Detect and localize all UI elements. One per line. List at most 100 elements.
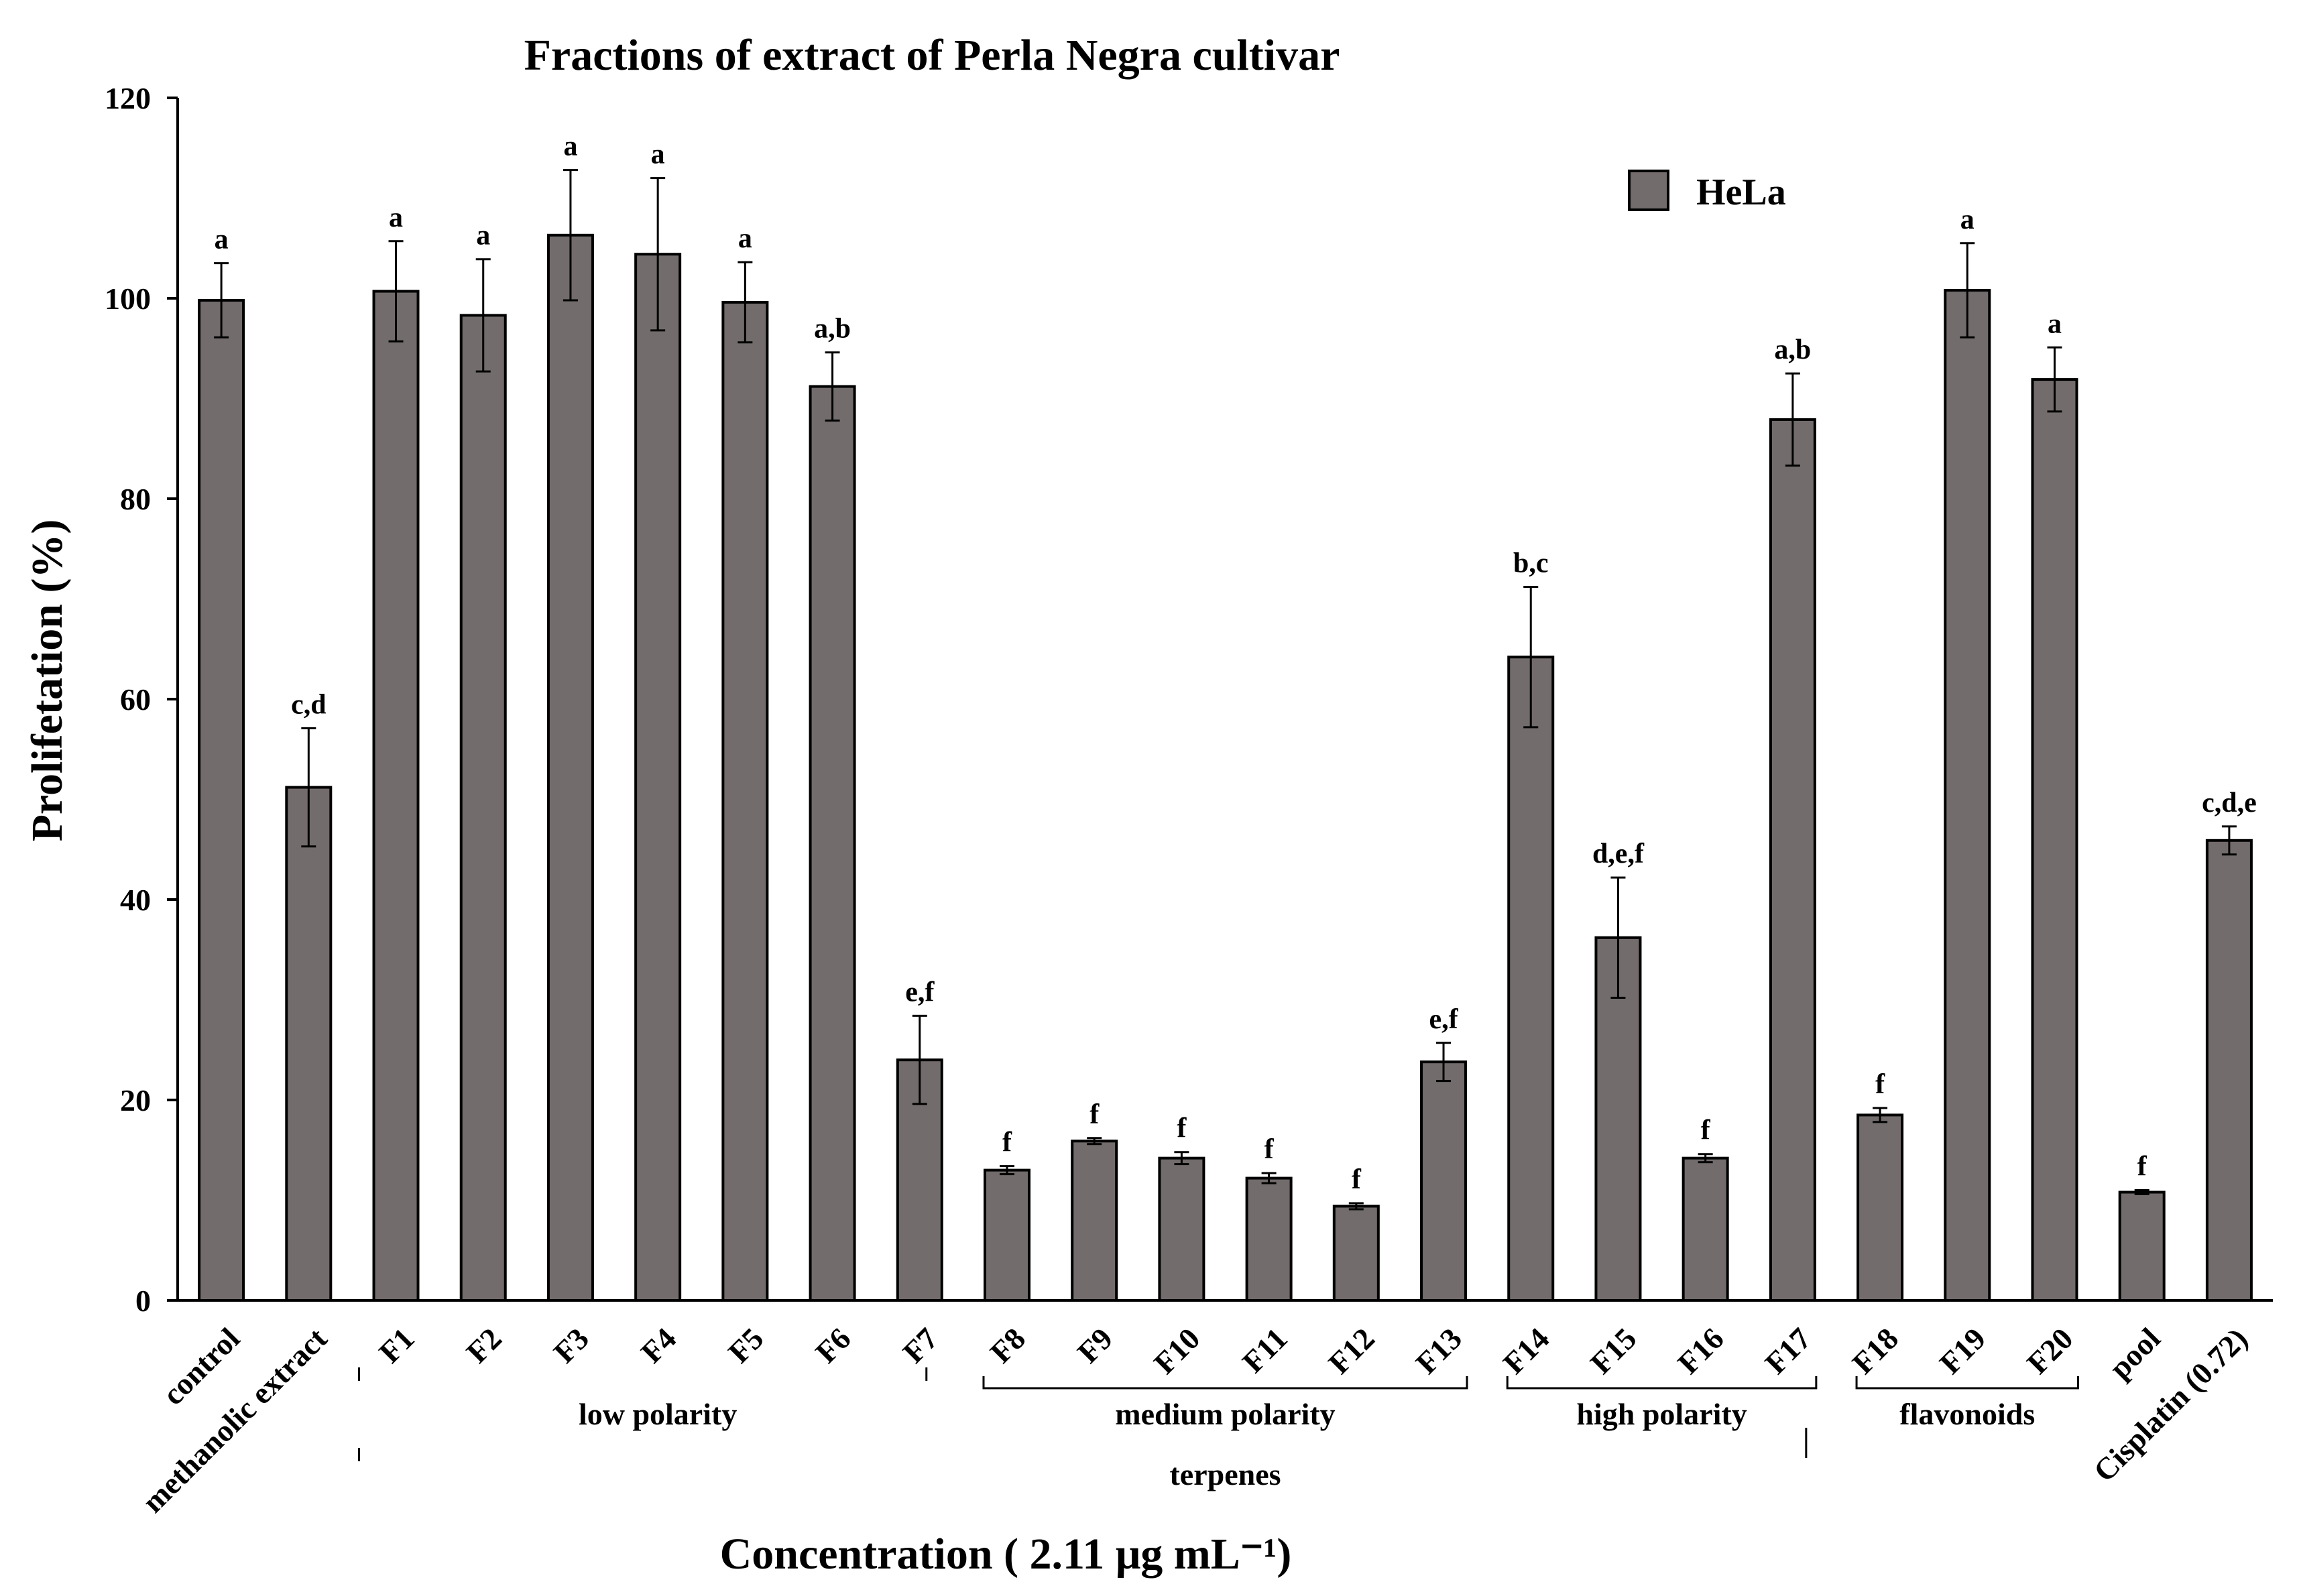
- error-bar: [2221, 825, 2237, 856]
- x-tick-label: F1: [372, 1321, 420, 1369]
- error-bar: [301, 727, 316, 848]
- bars: [198, 233, 2253, 1302]
- group-low-polarity: low polarity: [579, 1397, 737, 1431]
- significance-label: c,d: [291, 689, 327, 720]
- error-bar: [1698, 1153, 1713, 1164]
- significance-label: d,e,f: [1592, 839, 1645, 869]
- legend-swatch: [1628, 170, 1669, 211]
- significance-label: f: [2137, 1152, 2147, 1182]
- bar-f12: [1332, 1205, 1380, 1302]
- significance-labels: a c,d a a a a a a,b e,f f f f f f e,f b,c d,e,f f a,b f a a f c…: [215, 131, 2257, 1195]
- significance-label: a: [651, 139, 665, 170]
- error-bar: [650, 177, 666, 332]
- significance-label: f: [1352, 1164, 1362, 1195]
- group-label: high polarity: [1576, 1397, 1747, 1431]
- significance-label: a: [738, 223, 752, 254]
- bar-f4: [634, 253, 682, 1302]
- error-bar: [999, 1165, 1014, 1176]
- x-tick-label: F5: [721, 1321, 770, 1369]
- significance-label: f: [1089, 1099, 1100, 1130]
- error-bar: [738, 261, 753, 344]
- error-bar: [912, 1014, 927, 1105]
- significance-label: a: [2048, 308, 2062, 339]
- x-tick-label: F2: [460, 1321, 508, 1369]
- bar-cisplatin-0-72-: [2205, 839, 2253, 1302]
- bar-f11: [1245, 1176, 1293, 1302]
- group-bracket: [1855, 1376, 2079, 1390]
- significance-label: e,f: [1429, 1004, 1458, 1035]
- error-bar: [475, 258, 491, 373]
- bar-f20: [2031, 378, 2078, 1302]
- group-label: terpenes: [1169, 1457, 1281, 1491]
- bar-f17: [1769, 418, 1816, 1302]
- x-tick-label: F3: [547, 1321, 595, 1369]
- bar-control: [198, 298, 245, 1302]
- error-bar: [1436, 1042, 1452, 1083]
- group-medium-polarity: medium polarity: [982, 1376, 1468, 1431]
- x-tick-label: pool: [2103, 1321, 2167, 1386]
- bar-f3: [546, 233, 594, 1302]
- significance-label: a,b: [1774, 334, 1811, 365]
- y-tick-label: 100: [105, 282, 151, 316]
- x-tick-label: F6: [809, 1321, 857, 1369]
- x-tick-label: F9: [1071, 1321, 1119, 1369]
- chart-title: Fractions of extract of Perla Negra cult…: [524, 31, 1340, 80]
- x-tick-label: F18: [1846, 1321, 1905, 1380]
- y-tick-label: 40: [120, 883, 151, 917]
- bar-f5: [721, 300, 769, 1302]
- error-bar: [1785, 372, 1800, 467]
- error-bar: [1523, 586, 1539, 729]
- y-axis: 0 20 40 60 80 100 120: [105, 81, 179, 1318]
- significance-label: a,b: [814, 314, 851, 345]
- y-tick-label: 120: [105, 81, 151, 115]
- x-tick-label: F12: [1321, 1321, 1380, 1380]
- x-tick-label: F11: [1236, 1321, 1294, 1379]
- group-label: medium polarity: [1115, 1397, 1335, 1431]
- x-axis-label: Concentration ( 2.11 μg mL⁻¹): [720, 1530, 1292, 1579]
- x-tick-label: F15: [1584, 1321, 1643, 1380]
- bar-f14: [1507, 656, 1555, 1302]
- error-bar: [825, 351, 840, 422]
- error-bar: [1174, 1151, 1189, 1166]
- significance-label: f: [1002, 1127, 1012, 1158]
- significance-label: f: [1177, 1113, 1187, 1144]
- bar-f19: [1944, 289, 1991, 1302]
- x-tick-label: F17: [1758, 1321, 1817, 1380]
- group-high-polarity: high polarity: [1506, 1376, 1818, 1431]
- significance-label: c,d,e: [2202, 788, 2257, 818]
- significance-label: f: [1875, 1069, 1885, 1100]
- error-bar: [1610, 876, 1626, 999]
- error-bar: [214, 262, 229, 339]
- significance-label: a: [1960, 204, 1975, 235]
- bar-pool: [2118, 1190, 2166, 1302]
- legend-label: HeLa: [1696, 172, 1786, 213]
- x-tick-label: F19: [1933, 1321, 1992, 1380]
- group-brackets: low polarity medium polarity terpenes high …: [358, 1367, 2079, 1491]
- bar-f18: [1857, 1113, 1904, 1302]
- group-label: low polarity: [579, 1397, 737, 1431]
- x-tick-label: F20: [2020, 1321, 2079, 1380]
- error-bars: [214, 169, 2237, 1211]
- y-tick-label: 20: [120, 1083, 151, 1117]
- group-bracket: [982, 1376, 1468, 1390]
- group-bracket: [1506, 1376, 1818, 1390]
- legend: HeLa: [1628, 170, 1786, 213]
- bar-f13: [1420, 1060, 1468, 1302]
- significance-label: e,f: [905, 977, 935, 1007]
- x-tick-label: Cisplatin (0.72): [2087, 1321, 2254, 1488]
- x-tick-label: F16: [1671, 1321, 1730, 1380]
- error-bar: [2047, 346, 2062, 413]
- bar-f2: [459, 314, 507, 1302]
- bar-f6: [809, 385, 856, 1302]
- bar-f9: [1071, 1140, 1118, 1302]
- y-tick-label: 0: [135, 1284, 151, 1318]
- error-bar: [1261, 1172, 1277, 1184]
- error-bar: [1348, 1202, 1364, 1211]
- group-flavonoids: flavonoids: [1855, 1376, 2079, 1431]
- x-tick-label: F4: [634, 1321, 683, 1369]
- error-bar: [388, 240, 404, 343]
- significance-label: b,c: [1513, 548, 1549, 579]
- x-tick-label: F10: [1147, 1321, 1206, 1380]
- y-tick-label: 60: [120, 682, 151, 717]
